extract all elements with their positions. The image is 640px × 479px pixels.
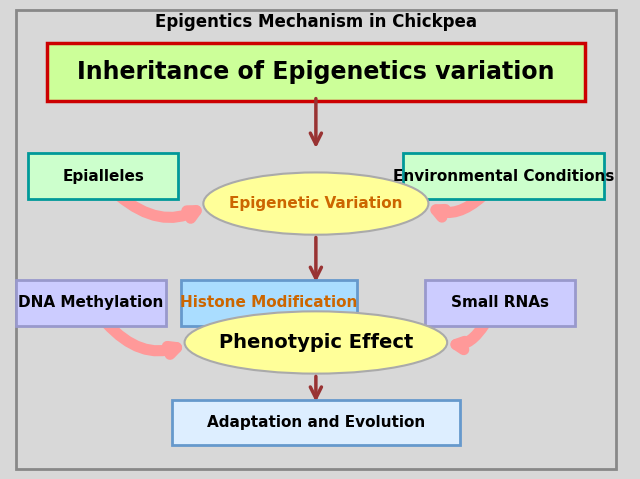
FancyBboxPatch shape — [182, 280, 356, 326]
FancyBboxPatch shape — [403, 153, 604, 199]
Ellipse shape — [204, 172, 428, 235]
Text: Histone Modification: Histone Modification — [180, 296, 358, 310]
FancyBboxPatch shape — [28, 153, 179, 199]
Text: Epialleles: Epialleles — [62, 169, 144, 183]
Text: Phenotypic Effect: Phenotypic Effect — [219, 333, 413, 352]
FancyBboxPatch shape — [16, 280, 166, 326]
Text: Epigentics Mechanism in Chickpea: Epigentics Mechanism in Chickpea — [155, 12, 477, 31]
Text: DNA Methylation: DNA Methylation — [18, 296, 163, 310]
Text: Small RNAs: Small RNAs — [451, 296, 549, 310]
Text: Inheritance of Epigenetics variation: Inheritance of Epigenetics variation — [77, 60, 555, 84]
Text: Adaptation and Evolution: Adaptation and Evolution — [207, 415, 425, 430]
Text: Epigenetic Variation: Epigenetic Variation — [229, 196, 403, 211]
Ellipse shape — [184, 311, 447, 374]
FancyBboxPatch shape — [16, 10, 616, 469]
FancyBboxPatch shape — [426, 280, 575, 326]
FancyBboxPatch shape — [47, 43, 585, 101]
Text: Environmental Conditions: Environmental Conditions — [393, 169, 614, 183]
FancyBboxPatch shape — [172, 400, 460, 445]
